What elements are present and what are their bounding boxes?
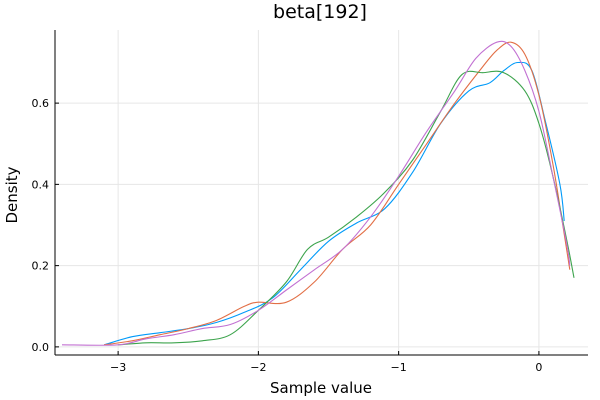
- y-tick-label-1: 0.2: [32, 260, 50, 273]
- series-line-4: [61, 40, 571, 346]
- x-tick-label-3: 0: [535, 361, 542, 374]
- x-axis-title: Sample value: [270, 379, 372, 397]
- y-tick-label-0: 0.0: [32, 341, 50, 354]
- chart-title: beta[192]: [273, 1, 367, 23]
- grid-lines: [55, 30, 588, 355]
- y-tick-label-3: 0.6: [32, 97, 50, 110]
- y-tick-label-2: 0.4: [32, 178, 50, 191]
- x-tick-label-2: −1: [391, 361, 407, 374]
- y-ticks: 0.0 0.2 0.4 0.6: [32, 97, 59, 354]
- series-layer: [61, 40, 575, 346]
- x-ticks: −3 −2 −1 0: [110, 351, 542, 374]
- series-line-3: [118, 70, 575, 346]
- series-line-2: [104, 41, 571, 346]
- series-line-1: [103, 61, 565, 346]
- x-tick-label-1: −2: [250, 361, 266, 374]
- x-tick-label-0: −3: [110, 361, 126, 374]
- y-axis-title: Density: [3, 166, 21, 223]
